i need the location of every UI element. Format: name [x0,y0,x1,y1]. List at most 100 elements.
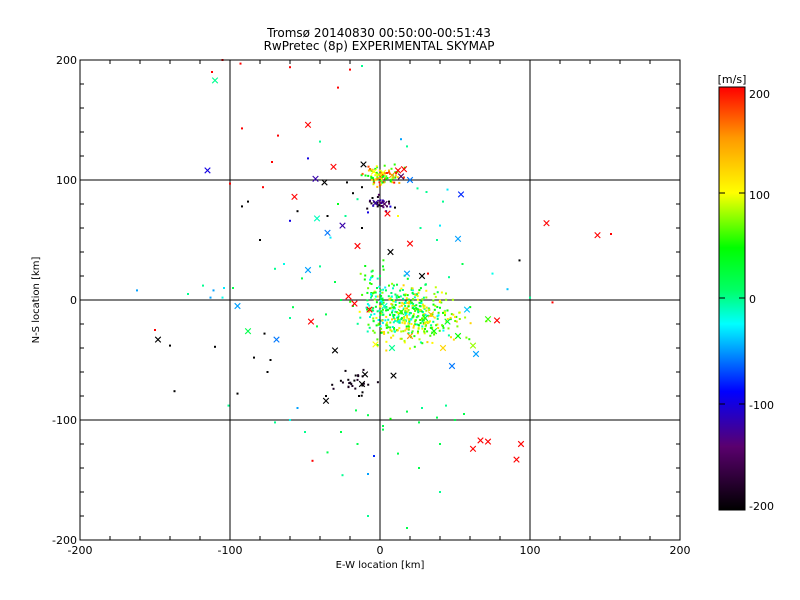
data-point [349,300,352,303]
data-point [366,207,369,210]
data-point [393,317,396,320]
data-point [385,315,388,318]
data-point [341,381,344,384]
data-point [377,319,380,321]
data-point [397,316,399,319]
data-point [386,309,389,312]
data-point-cross [234,302,241,310]
data-point [416,298,419,301]
data-point [367,169,370,172]
data-point [406,145,408,148]
data-point [463,413,465,415]
x-axis-label: E-W location [km] [336,560,425,571]
data-point [371,197,374,199]
data-point [410,331,413,334]
data-point [259,239,261,241]
data-point [266,371,269,373]
data-point [506,288,509,291]
data-point [380,294,383,297]
data-point [326,215,329,217]
data-point [385,340,388,343]
data-point [426,320,429,323]
data-point [340,431,342,433]
data-point [169,344,171,347]
data-point [422,319,425,322]
data-point [349,381,352,384]
data-point [446,309,449,312]
data-point [424,328,426,330]
data-point [378,184,381,187]
data-point [416,332,419,335]
data-point [154,329,156,331]
data-point [392,287,394,290]
data-point [361,293,364,296]
data-point [360,394,363,397]
data-point [381,181,384,184]
data-point [353,379,356,382]
data-point [236,392,239,395]
data-point [403,176,405,179]
data-point [404,294,407,297]
data-point [405,327,408,330]
data-point [469,322,472,325]
data-point [400,304,403,307]
data-point [374,174,377,177]
y-tick-label: -100 [52,414,77,427]
data-point [372,183,375,186]
data-point-cross [387,248,394,256]
data-point [319,140,321,143]
data-point-cross [484,316,492,323]
data-point [396,311,399,314]
data-point [417,327,420,330]
data-point [442,329,445,332]
data-point [370,283,373,285]
data-point [362,368,365,371]
data-point [405,314,408,317]
data-point [378,309,381,312]
data-point [359,316,362,319]
data-point [388,202,391,205]
data-point [421,318,424,321]
data-point [371,275,374,277]
data-point [390,178,393,181]
data-point [379,325,382,327]
data-point [424,325,427,328]
data-point [367,287,370,290]
data-point [378,177,381,179]
data-point [351,385,354,387]
data-point [436,323,439,326]
data-point [366,308,369,311]
data-point [376,381,379,384]
data-point [407,298,410,301]
data-point [447,327,450,330]
data-point [402,293,405,296]
data-point [355,409,357,412]
data-point [408,313,411,316]
data-point [394,310,397,313]
data-point-cross [381,302,388,310]
data-point [404,304,407,307]
data-point [356,378,359,381]
data-point [422,296,425,299]
data-point [390,330,393,333]
data-point [390,167,393,170]
data-point [402,330,405,333]
data-point-cross [361,371,369,378]
data-point [364,274,367,277]
data-point [370,178,373,181]
data-point-cross [313,215,321,222]
data-point-cross [372,341,379,348]
data-point-cross [469,445,477,452]
data-point [136,289,138,292]
data-point [400,287,403,290]
data-point [391,326,394,328]
data-point [394,293,397,296]
data-point [388,200,390,203]
data-point [439,224,441,227]
data-point [385,289,387,292]
x-tick-labels: -200 -100 0 100 200 [68,544,691,557]
data-point [371,292,374,295]
data-point [368,304,371,307]
data-point [371,269,374,272]
data-point [289,419,291,421]
